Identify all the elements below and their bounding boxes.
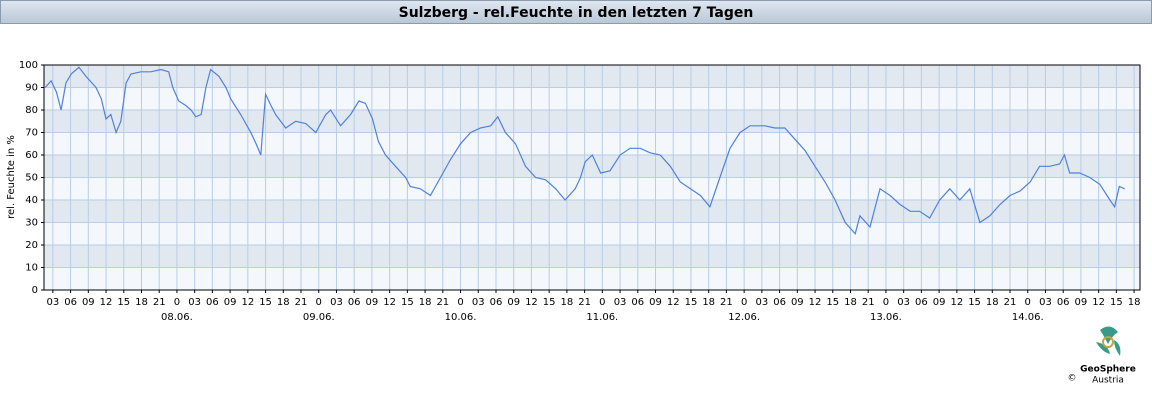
x-tick-label: 21 (862, 297, 875, 308)
x-tick-label: 03 (188, 297, 201, 308)
x-tick-label: 12 (383, 297, 396, 308)
x-tick-label: 03 (897, 297, 910, 308)
x-tick-label: 18 (561, 297, 574, 308)
y-tick-label: 60 (25, 150, 38, 161)
x-tick-label: 12 (525, 297, 538, 308)
y-tick-label: 50 (25, 173, 38, 184)
x-tick-label: 09 (1075, 297, 1088, 308)
x-tick-label: 12 (809, 297, 822, 308)
x-tick-label: 18 (702, 297, 715, 308)
grid-band (44, 245, 1140, 268)
x-tick-label: 09 (224, 297, 237, 308)
humidity-line (44, 66, 1125, 236)
x-tick-label: 06 (631, 297, 644, 308)
x-tick-label: 06 (348, 297, 361, 308)
y-tick-label: 70 (25, 128, 38, 139)
logo-name: GeoSphere (1080, 365, 1136, 375)
x-tick-label: 06 (64, 297, 77, 308)
plot-border (43, 64, 1141, 291)
date-label: 12.06. (728, 312, 760, 323)
x-tick-label: 06 (773, 297, 786, 308)
x-tick-label: 21 (295, 297, 308, 308)
logo: GeoSphere Austria © (1068, 326, 1136, 386)
y-tick-label: 0 (32, 285, 38, 296)
x-tick-label: 21 (720, 297, 733, 308)
date-label: 08.06. (161, 312, 193, 323)
y-tick-label: 80 (25, 105, 38, 116)
logo-mark (1096, 326, 1121, 356)
x-tick-label: 03 (330, 297, 343, 308)
x-tick-label: 12 (667, 297, 680, 308)
x-tick-label: 09 (366, 297, 379, 308)
x-tick-label: 12 (100, 297, 113, 308)
x-tick-label: 18 (1128, 297, 1141, 308)
grid-band (44, 200, 1140, 223)
x-tick-label: 06 (206, 297, 219, 308)
x-tick-label: 03 (472, 297, 485, 308)
date-label: 11.06. (586, 312, 618, 323)
x-tick-label: 0 (741, 297, 747, 308)
x-tick-label: 09 (649, 297, 662, 308)
y-tick-label: 20 (25, 240, 38, 251)
y-tick-label: 40 (25, 195, 38, 206)
x-tick-label: 21 (436, 297, 449, 308)
x-tick-label: 15 (1110, 297, 1123, 308)
y-tick-label: 100 (19, 60, 38, 71)
x-tick-label: 0 (1025, 297, 1031, 308)
date-label: 09.06. (303, 312, 335, 323)
x-tick-label: 21 (1004, 297, 1017, 308)
x-tick-label: 09 (507, 297, 520, 308)
x-tick-label: 15 (968, 297, 981, 308)
x-tick-label: 15 (401, 297, 414, 308)
x-tick-label: 0 (599, 297, 605, 308)
x-tick-label: 18 (277, 297, 290, 308)
logo-copyright: © (1068, 374, 1077, 384)
grid-band (44, 65, 1140, 88)
x-tick-label: 15 (259, 297, 272, 308)
x-tick-label: 21 (578, 297, 591, 308)
y-tick-label: 90 (25, 83, 38, 94)
date-label: 14.06. (1012, 312, 1044, 323)
grid-band (44, 110, 1140, 133)
x-tick-label: 03 (755, 297, 768, 308)
x-tick-label: 12 (1092, 297, 1105, 308)
x-tick-label: 03 (46, 297, 59, 308)
x-tick-label: 0 (457, 297, 463, 308)
x-tick-label: 0 (174, 297, 180, 308)
x-tick-label: 0 (883, 297, 889, 308)
x-tick-label: 06 (915, 297, 928, 308)
y-tick-label: 10 (25, 263, 38, 274)
x-tick-label: 12 (950, 297, 963, 308)
x-tick-label: 06 (1057, 297, 1070, 308)
x-tick-label: 0 (316, 297, 322, 308)
x-tick-label: 15 (685, 297, 698, 308)
logo-ring (1102, 336, 1114, 348)
x-tick-label: 09 (933, 297, 946, 308)
y-axis-label: rel. Feuchte in % (6, 135, 17, 219)
x-tick-label: 06 (490, 297, 503, 308)
chart-title: Sulzberg - rel.Feuchte in den letzten 7 … (399, 5, 754, 21)
x-tick-label: 18 (986, 297, 999, 308)
date-label: 13.06. (870, 312, 902, 323)
x-tick-label: 15 (117, 297, 130, 308)
x-tick-label: 09 (791, 297, 804, 308)
x-tick-label: 12 (241, 297, 254, 308)
x-tick-label: 18 (419, 297, 432, 308)
x-tick-label: 15 (543, 297, 556, 308)
logo-sub: Austria (1092, 376, 1124, 386)
date-label: 10.06. (445, 312, 477, 323)
x-tick-label: 03 (1039, 297, 1052, 308)
grid-band (44, 155, 1140, 178)
x-tick-label: 09 (82, 297, 95, 308)
x-tick-label: 15 (826, 297, 839, 308)
x-tick-label: 18 (844, 297, 857, 308)
x-tick-label: 21 (153, 297, 166, 308)
x-tick-label: 18 (135, 297, 148, 308)
y-tick-label: 30 (25, 218, 38, 229)
x-tick-label: 03 (614, 297, 627, 308)
